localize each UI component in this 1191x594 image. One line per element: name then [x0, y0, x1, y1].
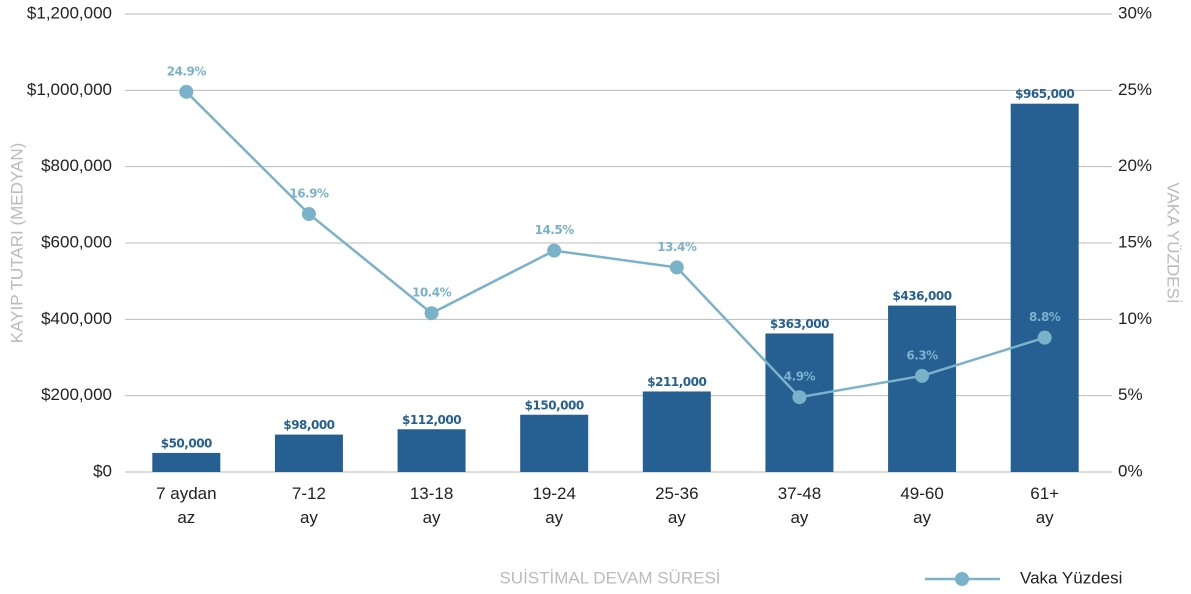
line-point	[179, 84, 194, 99]
bar	[397, 429, 466, 472]
x-tick-label: 49-60 ay	[900, 484, 944, 527]
line-point	[1037, 330, 1052, 345]
y2-tick-label: 25%	[1118, 80, 1152, 99]
y-tick-label: $200,000	[41, 385, 112, 404]
legend-label: Vaka Yüzdesi	[1020, 568, 1122, 587]
y2-tick-label: 20%	[1118, 156, 1152, 175]
x-tick-label: 7 aydan az	[156, 484, 217, 527]
line-point	[301, 206, 316, 221]
y-tick-label: $1,200,000	[27, 3, 112, 22]
x-tick-label: 61+ ay	[1030, 484, 1060, 527]
y-tick-label: $400,000	[41, 309, 112, 328]
bar-value-label: $211,000	[647, 375, 706, 389]
y2-tick-label: 5%	[1118, 385, 1143, 404]
bar-value-label: $436,000	[893, 289, 952, 303]
bar	[642, 391, 711, 472]
y2-tick-label: 15%	[1118, 232, 1152, 251]
x-tick-label: 37-48 ay	[777, 484, 822, 527]
line-value-label: 16.9%	[289, 186, 329, 200]
x-tick-label: 19-24 ay	[532, 484, 576, 527]
bar	[888, 305, 957, 472]
y2-tick-label: 0%	[1118, 461, 1143, 480]
line-value-label: 10.4%	[412, 286, 452, 300]
bar-value-label: $112,000	[402, 413, 461, 427]
line-point	[792, 390, 807, 405]
bar-value-label: $965,000	[1015, 87, 1074, 101]
y2-tick-label: 30%	[1118, 3, 1152, 22]
x-tick-label: 7-12 ay	[291, 484, 326, 527]
line-point	[547, 243, 562, 258]
bar	[1010, 103, 1079, 473]
bar-value-label: $98,000	[283, 418, 334, 432]
y-tick-label: $0	[93, 461, 112, 480]
bar	[274, 434, 343, 472]
line-value-label: 4.9%	[784, 370, 816, 384]
bar-value-label: $363,000	[770, 317, 829, 331]
line-value-label: 24.9%	[167, 64, 207, 78]
y2-axis-title: VAKA YÜZDESİ	[1164, 182, 1183, 303]
y-axis-title: KAYIP TUTARI (MEDYAN)	[7, 143, 26, 344]
y-tick-label: $1,000,000	[27, 80, 112, 99]
line-value-label: 13.4%	[657, 240, 697, 254]
bar	[520, 414, 589, 472]
y-tick-label: $800,000	[41, 156, 112, 175]
y2-tick-label: 10%	[1118, 309, 1152, 328]
line-point	[424, 306, 439, 321]
x-tick-label: 25-36 ay	[655, 484, 699, 527]
x-axis-title: SUİSTİMAL DEVAM SÜRESİ	[499, 568, 720, 587]
legend-marker	[955, 572, 969, 586]
line-value-label: 14.5%	[535, 223, 575, 237]
x-tick-label: 13-18 ay	[409, 484, 454, 527]
line-value-label: 8.8%	[1029, 310, 1061, 324]
line-point	[915, 368, 930, 383]
bar	[152, 452, 221, 472]
y-tick-label: $600,000	[41, 232, 112, 251]
bar-value-label: $150,000	[525, 398, 584, 412]
line-point	[669, 260, 684, 275]
bar-value-label: $50,000	[161, 436, 212, 450]
line-value-label: 6.3%	[906, 348, 938, 362]
line	[185, 90, 1046, 399]
